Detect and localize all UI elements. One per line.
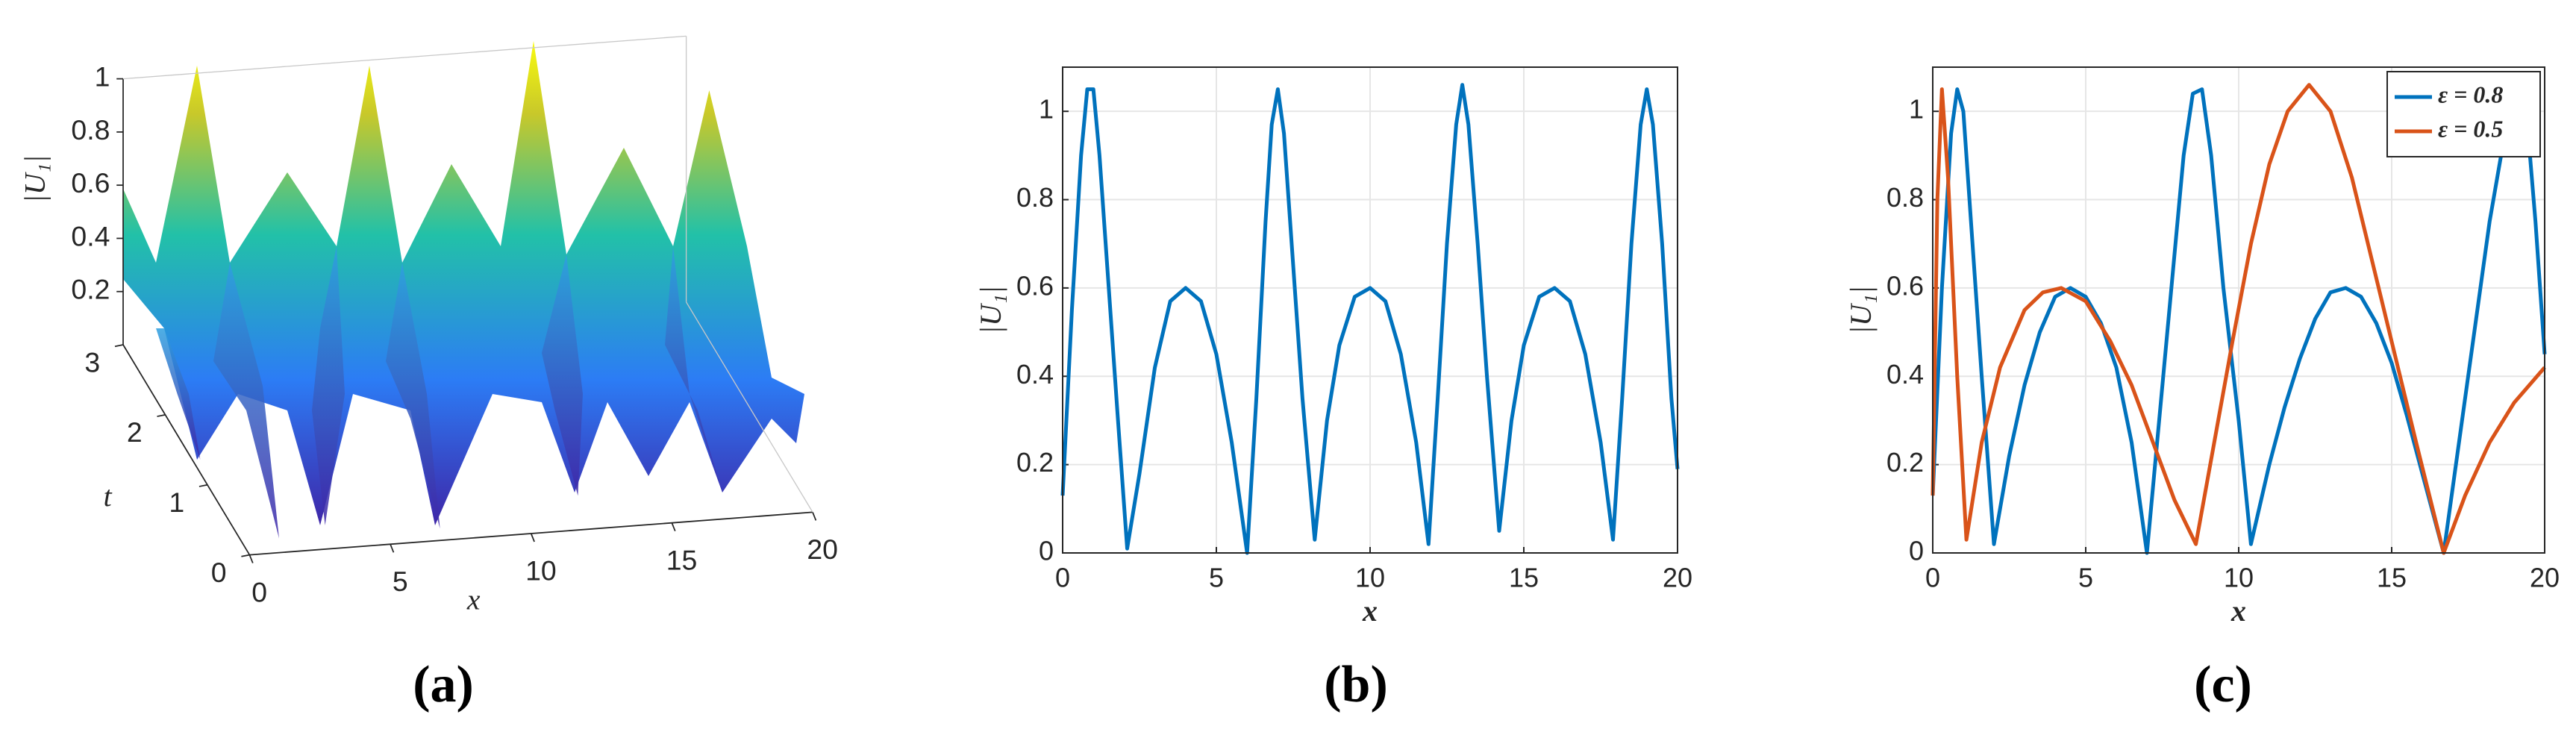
x-tick-label: 15 — [2377, 563, 2407, 593]
x-axis-label: x — [466, 583, 481, 616]
y-axis-label: |U₁| — [974, 286, 1007, 334]
t-tick — [157, 414, 166, 417]
surface-valley — [213, 263, 279, 539]
t-axis-label: t — [104, 480, 113, 513]
x-tick-label: 0 — [251, 576, 267, 607]
y-tick-label: 0.6 — [1886, 270, 1924, 301]
x-tick-label: 10 — [2224, 563, 2254, 593]
y-tick-label: 0 — [1909, 536, 1924, 566]
t-axis — [122, 344, 251, 556]
y-tick-label: 0.2 — [1886, 447, 1924, 478]
z-axis-label: |U₁| — [19, 155, 51, 203]
z-tick-label: 0.6 — [71, 167, 110, 198]
y-tick-label: 1 — [1909, 94, 1924, 125]
x-tick-label: 10 — [1355, 563, 1385, 593]
axes-3d: 0 5 10 15 20 0 1 2 3 0.2 0.4 0.6 0.8 1 x t |U₁| — [19, 35, 838, 616]
x-tick-label: 15 — [1509, 563, 1539, 593]
y-tick-label: 0.8 — [1016, 182, 1054, 213]
x-axis-label: x — [2230, 594, 2246, 628]
panel-label: (c) — [2194, 656, 2252, 713]
x-tick-label: 20 — [2530, 563, 2560, 593]
x-axis — [249, 511, 813, 556]
z-tick-label: 0.8 — [71, 114, 110, 146]
surface — [123, 41, 804, 539]
x-tick-label: 15 — [666, 544, 698, 575]
y-tick-label: 0.2 — [1016, 447, 1054, 478]
t-tick — [114, 344, 124, 348]
x-tick — [530, 533, 535, 542]
surface-valley — [542, 254, 583, 496]
x-tick-label: 20 — [1663, 563, 1692, 593]
panel-b: 0 5 10 15 20 0 0.2 0.4 0.6 0.8 1 x |U₁| — [974, 66, 1692, 628]
y-tick-label: 0.6 — [1016, 270, 1054, 301]
x-tick-label: 0 — [1925, 563, 1940, 593]
x-tick — [390, 543, 395, 553]
legend-label: ε = 0.5 — [2438, 115, 2503, 142]
surface-valley — [312, 246, 345, 525]
panel-a: 0 5 10 15 20 0 1 2 3 0.2 0.4 0.6 0.8 1 x t |U₁| — [19, 35, 838, 616]
x-tick-label: 10 — [525, 555, 557, 587]
y-tick-label: 0.8 — [1886, 182, 1924, 213]
box-edge — [122, 35, 687, 80]
axes-frame — [1932, 66, 2545, 554]
t-tick — [241, 554, 250, 557]
y-tick-label: 1 — [1039, 94, 1054, 125]
y-tick-label: 0.4 — [1016, 359, 1054, 390]
y-axis-label: |U₁| — [1844, 286, 1878, 334]
y-tick-label: 0.4 — [1886, 359, 1924, 390]
t-tick-label: 1 — [169, 487, 184, 518]
surface-valley — [386, 263, 440, 529]
data-line — [1931, 87, 2547, 555]
data-line — [1931, 83, 2546, 555]
x-tick — [671, 522, 676, 532]
panel-c: 0 5 10 15 20 0 0.2 0.4 0.6 0.8 1 x |U₁| ε = 0.8 ε = 0.… — [1844, 66, 2560, 628]
z-tick-label: 0.2 — [71, 274, 110, 305]
surface-valley — [665, 246, 722, 492]
x-tick-label: 5 — [1209, 563, 1224, 593]
axes-frame — [1062, 66, 1678, 554]
surface-valley — [156, 328, 201, 460]
t-tick-label: 2 — [127, 416, 143, 448]
t-tick-label: 3 — [84, 346, 100, 378]
x-tick — [248, 554, 254, 563]
legend-box — [2386, 71, 2541, 157]
y-tick-label: 0 — [1039, 536, 1054, 566]
data-line — [1060, 83, 1680, 555]
x-axis-label: x — [1362, 594, 1378, 628]
x-tick-label: 5 — [2078, 563, 2093, 593]
x-tick-label: 0 — [1055, 563, 1070, 593]
panel-label: (b) — [1324, 656, 1388, 713]
surface-body — [123, 41, 804, 525]
x-tick — [812, 512, 817, 521]
t-tick — [198, 484, 208, 487]
x-tick-label: 20 — [807, 534, 838, 565]
legend-label: ε = 0.8 — [2438, 81, 2503, 107]
z-tick-label: 1 — [95, 60, 110, 92]
x-tick-label: 5 — [393, 566, 408, 597]
box-edge — [686, 301, 813, 513]
t-tick-label: 0 — [211, 557, 227, 588]
z-tick-label: 0.4 — [71, 220, 110, 251]
panel-label: (a) — [413, 656, 474, 713]
